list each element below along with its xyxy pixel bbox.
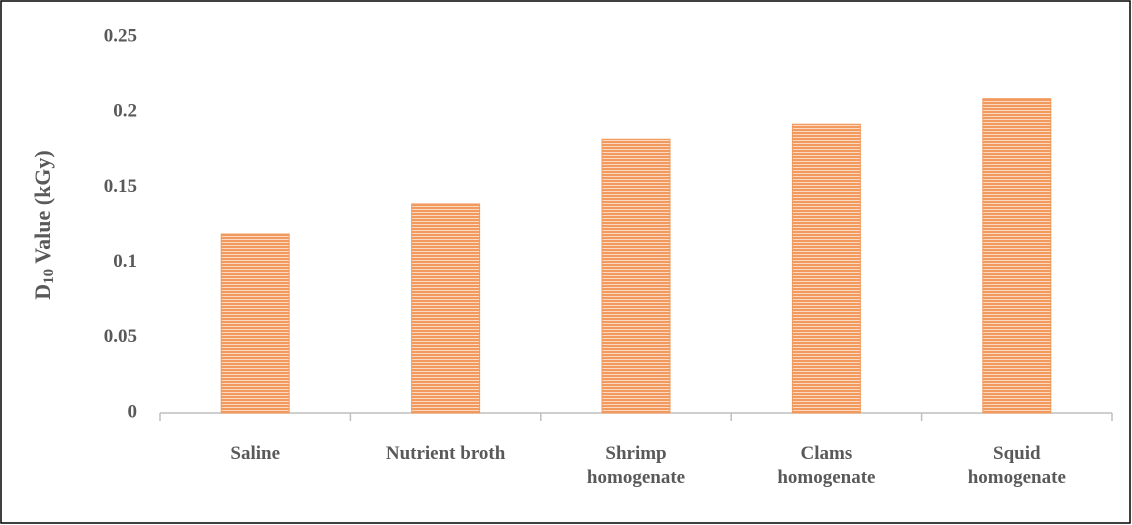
y-tick-label: 0.2: [113, 101, 137, 122]
y-label-part: Value (kGy): [30, 150, 55, 269]
y-label-part: D: [30, 284, 55, 300]
y-tick-label: 0.1: [113, 251, 137, 272]
y-label-sub: 10: [41, 269, 57, 284]
y-tick-label: 0.25: [104, 25, 137, 46]
x-tick-label: Clams homogenate: [777, 443, 875, 488]
bar: [982, 98, 1052, 414]
bar: [411, 203, 481, 414]
y-tick-label: 0.15: [104, 176, 137, 197]
y-tick-label: 0: [128, 401, 138, 422]
y-tick-label: 0.05: [104, 326, 137, 347]
x-tick-label: Saline: [230, 443, 280, 464]
bar: [791, 123, 861, 414]
bar: [601, 138, 671, 414]
y-axis-label: D10 Value (kGy): [30, 150, 57, 299]
x-tick-label: Squid homogenate: [968, 443, 1066, 488]
x-tick-label: Shrimp homogenate: [587, 443, 685, 488]
x-tick-label: Nutrient broth: [386, 443, 506, 464]
bar: [220, 233, 290, 414]
